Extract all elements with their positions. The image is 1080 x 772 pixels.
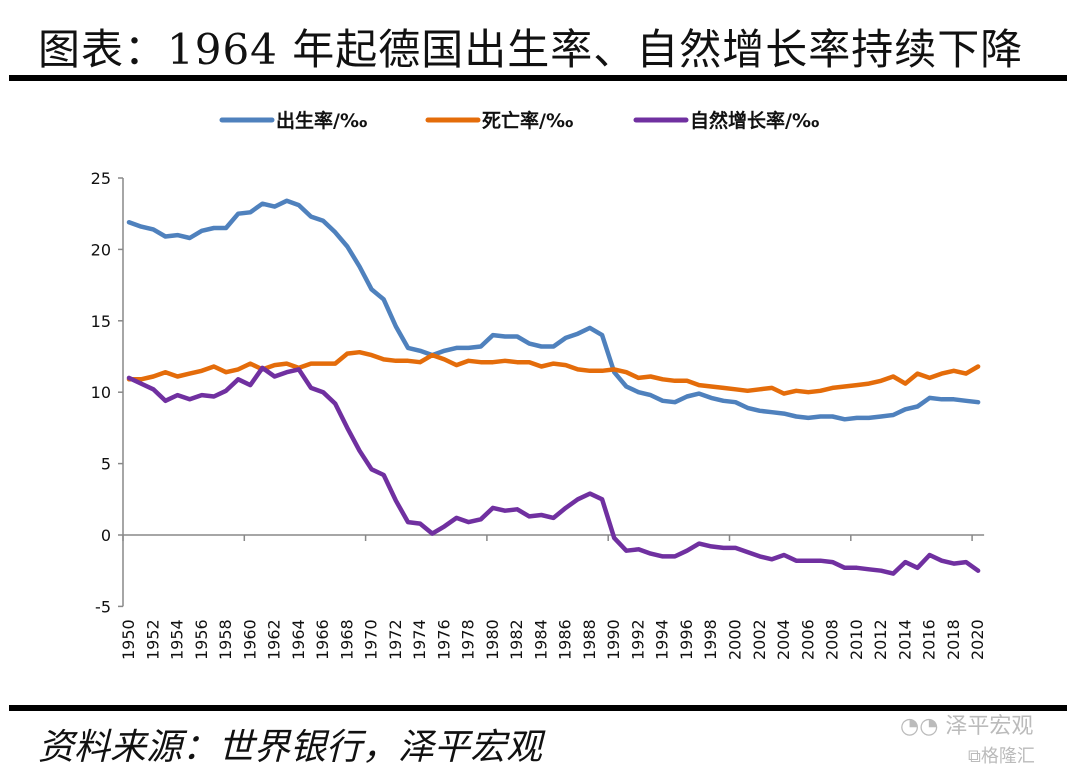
x-tick-label: 1984 [531,619,550,660]
x-tick-label: 1958 [216,619,235,660]
y-tick-label: 10 [91,383,111,402]
x-tick-label: 1998 [701,619,720,660]
x-tick-label: 1950 [119,619,138,660]
x-tick-label: 2016 [920,619,939,660]
axes: 25 20 15 10 5 0 -5 1950 1952 1954 1956 1958 1960 1962… [91,169,987,660]
y-tick-label: 0 [101,526,111,545]
x-tick-label: 1978 [459,619,478,660]
x-tick-label: 1956 [192,619,211,660]
y-tick-label: 5 [101,455,111,474]
chart-title: 图表：1964 年起德国出生率、自然增长率持续下降 [38,25,1024,74]
top-divider [9,75,1067,81]
x-tick-label: 1968 [337,619,356,660]
x-tick-label: 1974 [410,619,429,660]
x-tick-label: 2008 [823,619,842,660]
y-tick-label: 15 [91,312,111,331]
x-tick-label: 2020 [968,619,987,660]
x-tick-label: 1962 [265,619,284,660]
x-tick-label: 1960 [240,619,259,660]
series-group [126,198,981,576]
x-tick-label: 1980 [483,619,502,660]
x-tick-label: 1982 [507,619,526,660]
series-line-2 [126,365,981,576]
x-tick-label: 1994 [653,619,672,660]
x-tick-label: 2006 [798,619,817,660]
x-tick-label: 1954 [168,619,187,660]
y-tick-label: 20 [91,240,111,259]
x-tick-label: 1966 [313,619,332,660]
watermark-wechat: ◔◔ 泽平宏观 [900,708,1033,740]
legend-label: 出生率/‰ [276,109,367,132]
x-tick-label: 1976 [434,619,453,660]
y-tick-label: -5 [95,597,111,616]
watermark-text: 泽平宏观 [945,714,1034,739]
x-tick-label: 2018 [944,619,963,660]
x-tick-label: 1992 [628,619,647,660]
x-tick-label: 1996 [677,619,696,660]
x-tick-label: 1988 [580,619,599,660]
x-tick-label: 2000 [726,619,745,660]
x-tick-label: 1952 [143,619,162,660]
legend: 出生率/‰ 死亡率/‰ 自然增长率/‰ [219,109,819,132]
x-tick-label: 1990 [604,619,623,660]
gelonghui-logo-icon: ⧉ [968,746,981,767]
watermark-text-2: 格隆汇 [980,746,1035,767]
bottom-divider [9,705,1067,711]
x-tick-label: 1986 [556,619,575,660]
wechat-icon: ◔◔ [900,714,946,739]
x-tick-label: 2002 [750,619,769,660]
source-note: 资料来源：世界银行，泽平宏观 [38,727,543,768]
x-tick-label: 2004 [774,619,793,660]
x-tick-label: 2012 [871,619,890,660]
y-tick-label: 25 [91,169,111,188]
legend-label: 自然增长率/‰ [690,109,819,132]
x-tick-label: 2010 [847,619,866,660]
line-chart: 出生率/‰ 死亡率/‰ 自然增长率/‰ 25 20 15 10 5 0 -5 1950 1952 19… [91,109,987,660]
x-tick-label: 1970 [362,619,381,660]
watermark-gelonghui: ⧉格隆汇 [968,742,1035,768]
x-tick-label: 1964 [289,619,308,660]
x-tick-label: 2014 [895,619,914,660]
legend-label: 死亡率/‰ [482,109,573,132]
x-tick-label: 1972 [386,619,405,660]
